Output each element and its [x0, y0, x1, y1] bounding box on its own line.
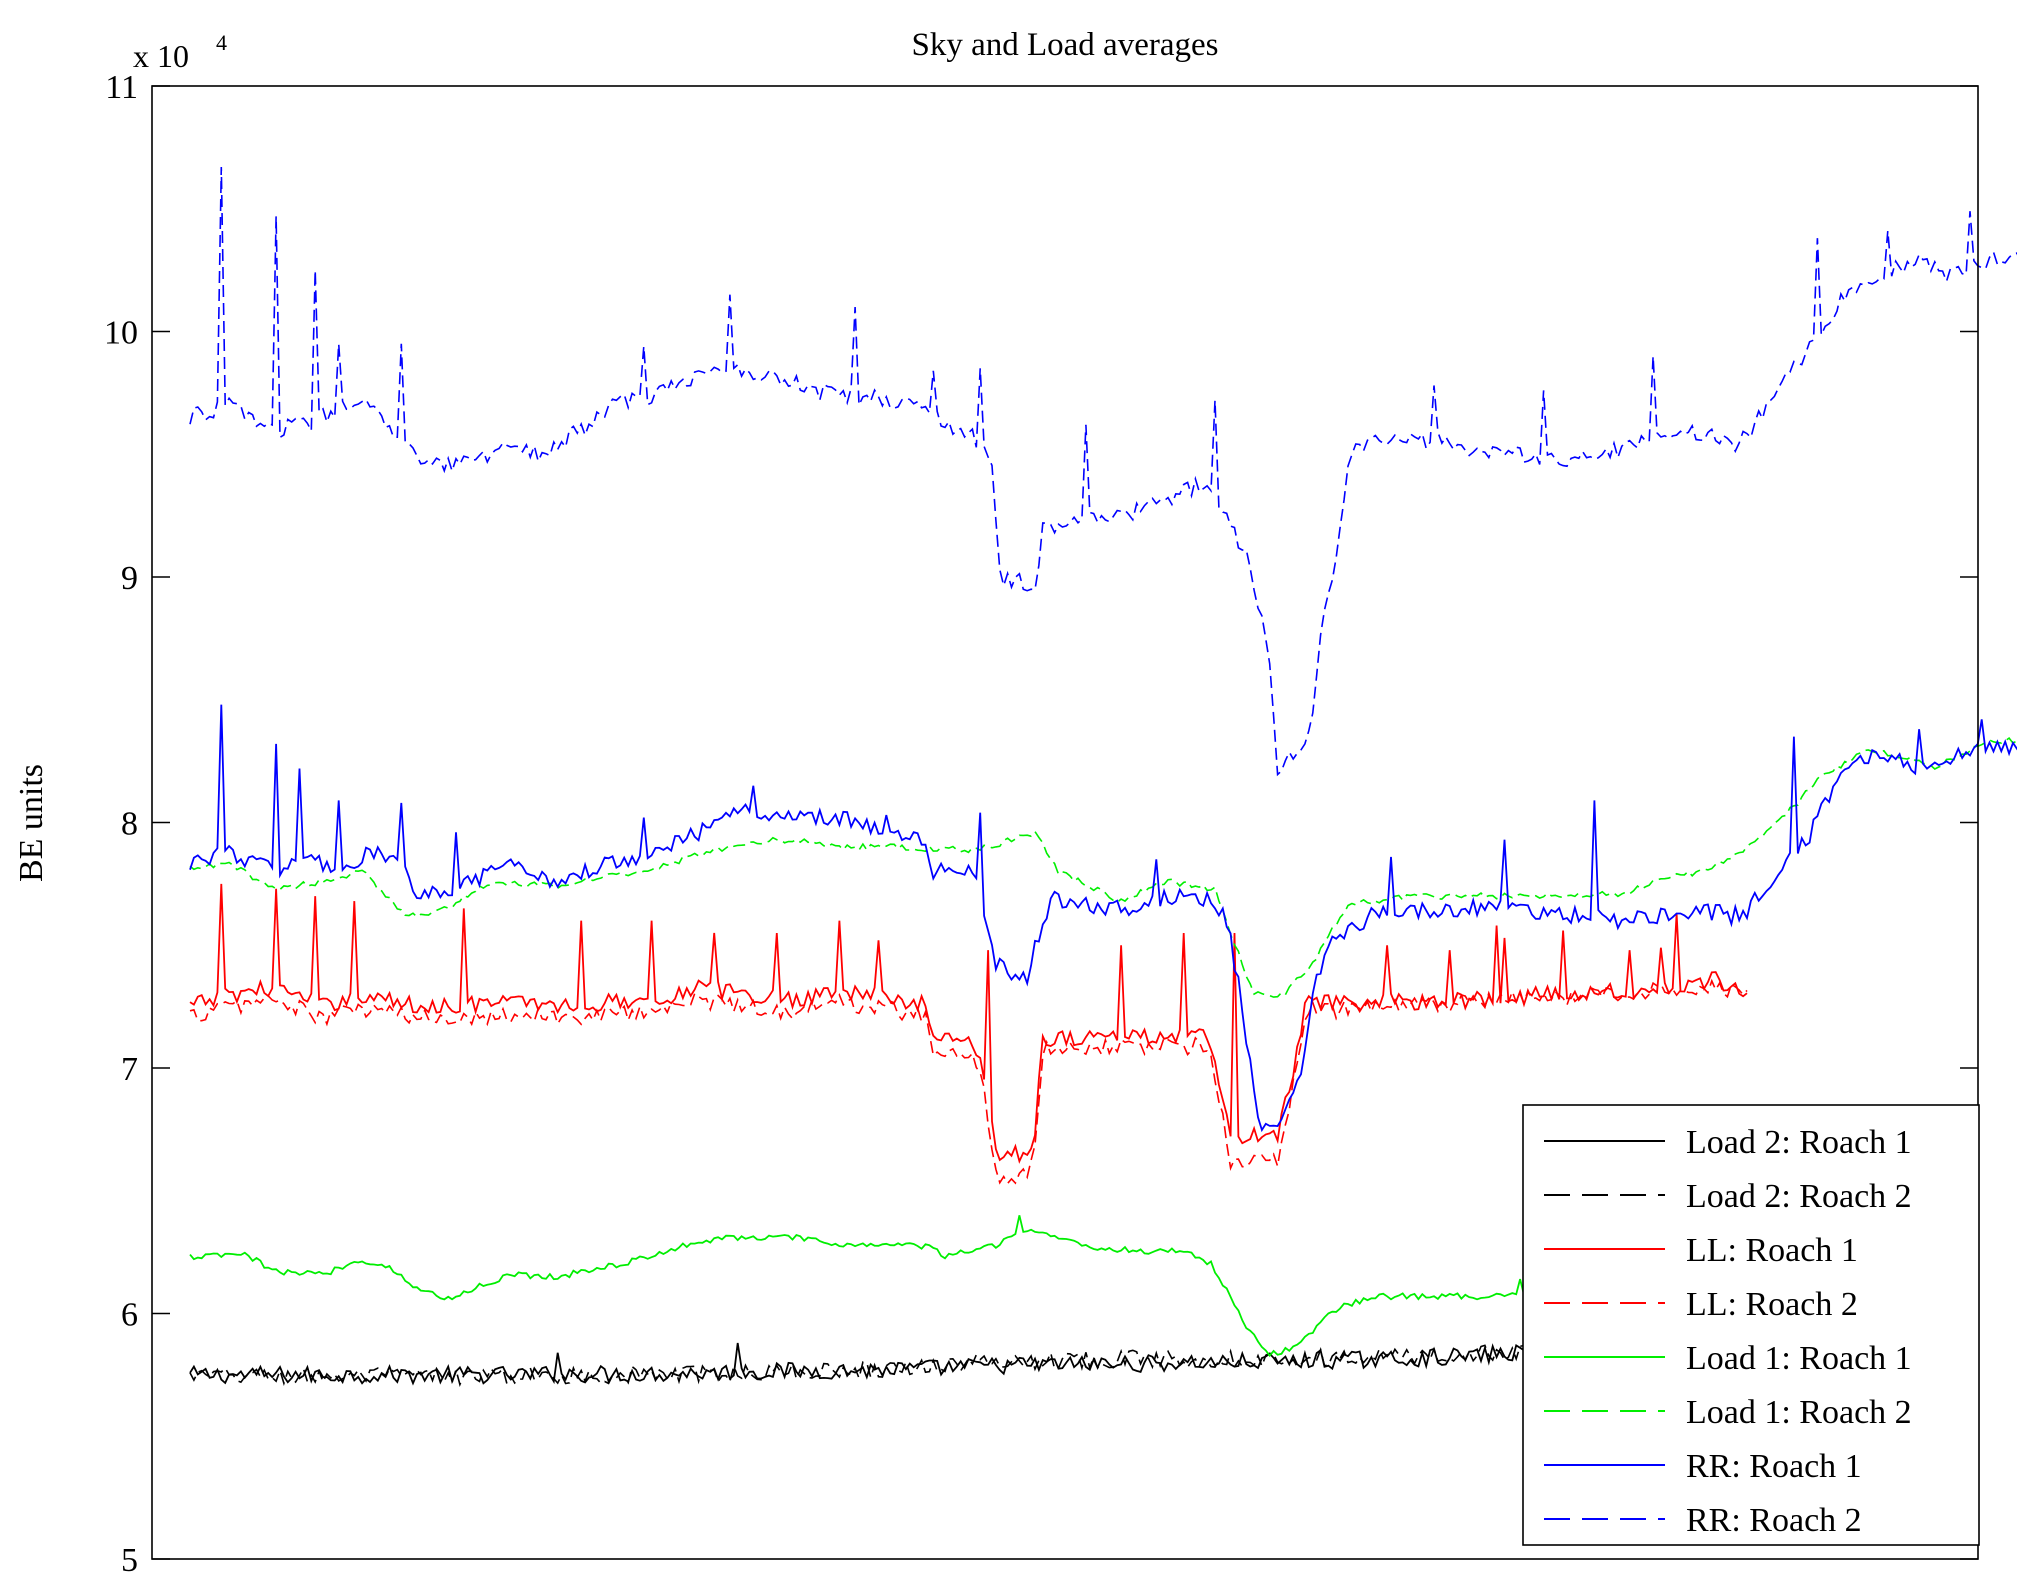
- legend-box: [1522, 1104, 1980, 1546]
- series-layer: [189, 166, 2017, 1387]
- tick-layer: 5 6 7 8 9 10 11: [104, 69, 1978, 1579]
- chart-title: Sky and Load averages: [912, 27, 1219, 63]
- y-axis-label: BE units: [13, 764, 50, 882]
- series-line-1: [189, 1328, 1748, 1386]
- y-tick-label: 11: [105, 69, 138, 106]
- legend-item: Load 2: Roach 1: [1544, 1124, 1912, 1161]
- svg-text:x 10: x 10: [133, 38, 189, 74]
- legend-label: LL: Roach 2: [1686, 1286, 1858, 1323]
- legend-item: Load 1: Roach 2: [1544, 1394, 1912, 1431]
- legend-label: Load 2: Roach 2: [1686, 1178, 1912, 1215]
- series-line-5: [189, 1215, 1599, 1358]
- series-line-3: [189, 883, 1748, 1164]
- legend-label: Load 1: Roach 2: [1686, 1394, 1912, 1431]
- legend-item: LL: Roach 1: [1544, 1232, 1858, 1269]
- svg-text:4: 4: [216, 30, 227, 55]
- series-line-2: [189, 1336, 1748, 1387]
- series-line-7: [189, 704, 2017, 1133]
- y-tick-label: 8: [121, 806, 138, 843]
- exponent-power: 4: [216, 30, 227, 55]
- y-tick-label: 5: [121, 1542, 138, 1579]
- legend-item: RR: Roach 2: [1544, 1502, 1862, 1539]
- y-tick-label: 10: [104, 315, 138, 352]
- legend: Load 2: Roach 1 Load 2: Roach 2 LL: Roach …: [1522, 1104, 1980, 1546]
- legend-label: RR: Roach 1: [1686, 1448, 1862, 1485]
- series-line-8: [189, 166, 2017, 777]
- legend-item: LL: Roach 2: [1544, 1286, 1858, 1323]
- legend-label: Load 2: Roach 1: [1686, 1124, 1912, 1161]
- legend-label: LL: Roach 1: [1686, 1232, 1858, 1269]
- legend-item: Load 2: Roach 2: [1544, 1178, 1912, 1215]
- y-tick-label: 7: [121, 1051, 138, 1088]
- legend-label: RR: Roach 2: [1686, 1502, 1862, 1539]
- y-tick-label: 6: [121, 1297, 138, 1334]
- exponent-label: x 10 4: [133, 30, 227, 74]
- legend-item: Load 1: Roach 1: [1544, 1340, 1912, 1377]
- y-tick-label: 9: [121, 560, 138, 597]
- legend-item: RR: Roach 1: [1544, 1448, 1862, 1485]
- legend-label: Load 1: Roach 1: [1686, 1340, 1912, 1377]
- series-line-4: [189, 978, 1748, 1185]
- exponent-base: x 10: [133, 38, 189, 74]
- series-line-6: [189, 737, 2017, 998]
